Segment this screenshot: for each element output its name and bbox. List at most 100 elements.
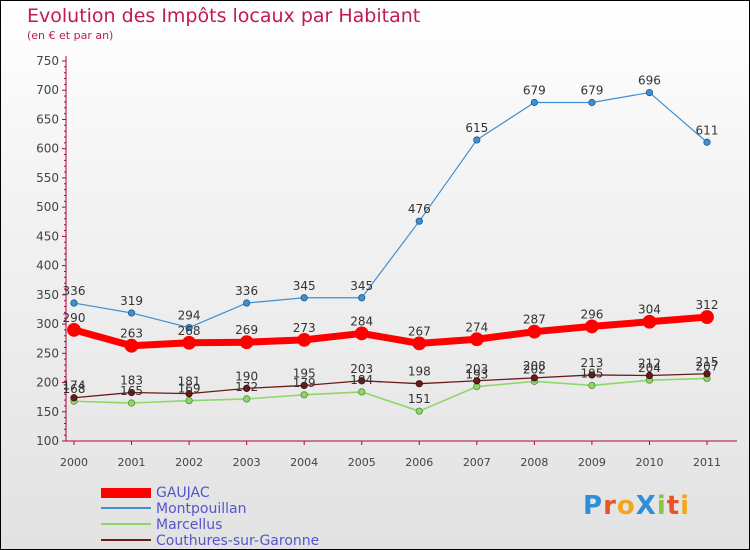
data-point-marcellus bbox=[473, 383, 481, 391]
data-label-couthures: 212 bbox=[638, 357, 661, 371]
data-label-marcellus: 179 bbox=[293, 376, 316, 390]
data-label-montpouillan: 679 bbox=[523, 84, 546, 98]
y-tick-label: 350 bbox=[36, 288, 59, 302]
x-tick-label: 2004 bbox=[290, 456, 318, 469]
data-point-montpouillan bbox=[530, 98, 538, 107]
data-point-marcellus bbox=[415, 407, 423, 415]
x-tick-label: 2008 bbox=[520, 456, 548, 469]
data-point-couthures bbox=[127, 388, 136, 397]
data-label-couthures: 198 bbox=[408, 365, 431, 379]
legend-item-montpouillan: Montpouillan bbox=[101, 501, 401, 517]
legend-label-gaujac: GAUJAC bbox=[156, 485, 210, 501]
data-point-gaujac bbox=[67, 323, 81, 337]
data-label-gaujac: 287 bbox=[523, 313, 546, 327]
y-tick-label: 600 bbox=[36, 142, 59, 156]
logo-letter: t bbox=[666, 491, 681, 521]
data-label-marcellus: 169 bbox=[178, 382, 201, 396]
x-tick-label: 2000 bbox=[60, 456, 88, 469]
data-label-marcellus: 168 bbox=[63, 382, 86, 396]
data-label-gaujac: 267 bbox=[408, 324, 431, 338]
series-line-gaujac bbox=[73, 313, 708, 350]
x-tick-label: 2002 bbox=[175, 456, 203, 469]
data-point-couthures bbox=[300, 381, 308, 390]
x-tick-label: 2001 bbox=[118, 456, 146, 469]
data-label-montpouillan: 476 bbox=[408, 202, 431, 216]
data-label-montpouillan: 336 bbox=[63, 284, 86, 298]
y-tick-label: 300 bbox=[36, 317, 59, 331]
data-point-montpouillan bbox=[703, 138, 711, 146]
x-tick-label: 2009 bbox=[578, 456, 606, 469]
data-label-montpouillan: 345 bbox=[350, 279, 373, 293]
y-tick-label: 200 bbox=[36, 376, 59, 390]
logo-letter: r bbox=[603, 491, 617, 521]
data-label-couthures: 174 bbox=[63, 379, 86, 393]
data-label-couthures: 203 bbox=[350, 362, 373, 376]
data-point-marcellus bbox=[243, 395, 251, 403]
data-label-couthures: 213 bbox=[580, 356, 603, 370]
data-point-gaujac bbox=[700, 310, 714, 324]
data-label-marcellus: 195 bbox=[580, 366, 603, 380]
legend-swatch-couthures bbox=[101, 539, 151, 541]
y-tick-label: 650 bbox=[36, 112, 59, 126]
data-label-montpouillan: 336 bbox=[235, 284, 258, 298]
data-point-montpouillan bbox=[300, 294, 308, 302]
data-point-gaujac bbox=[297, 332, 312, 347]
data-point-marcellus bbox=[127, 399, 136, 407]
legend-label-montpouillan: Montpouillan bbox=[156, 501, 247, 517]
data-label-gaujac: 284 bbox=[350, 314, 373, 328]
data-point-marcellus bbox=[588, 381, 596, 390]
data-point-montpouillan bbox=[358, 294, 366, 302]
data-point-couthures bbox=[70, 394, 78, 402]
data-label-marcellus: 204 bbox=[638, 361, 661, 375]
logo-letter: o bbox=[616, 491, 636, 521]
data-label-montpouillan: 319 bbox=[120, 294, 143, 308]
data-label-montpouillan: 615 bbox=[465, 121, 488, 135]
data-point-marcellus bbox=[185, 397, 193, 405]
y-tick-label: 550 bbox=[36, 171, 59, 185]
data-point-gaujac bbox=[527, 324, 542, 339]
data-label-couthures: 208 bbox=[523, 359, 546, 373]
chart-title: Evolution des Impôts locaux par Habitant bbox=[27, 5, 421, 27]
chart-subtitle: (en € et par an) bbox=[27, 29, 114, 42]
data-label-marcellus: 207 bbox=[696, 359, 719, 373]
data-label-couthures: 215 bbox=[696, 355, 719, 369]
data-point-montpouillan bbox=[243, 299, 251, 307]
data-point-couthures bbox=[473, 377, 481, 385]
legend-label-couthures: Couthures-sur-Garonne bbox=[156, 533, 320, 549]
y-tick-label: 450 bbox=[36, 229, 59, 243]
data-label-gaujac: 312 bbox=[696, 298, 719, 312]
x-tick-label: 2011 bbox=[693, 456, 721, 469]
data-label-gaujac: 304 bbox=[638, 303, 661, 317]
logo-letter: i bbox=[680, 491, 691, 521]
data-label-marcellus: 151 bbox=[408, 392, 431, 406]
data-label-gaujac: 263 bbox=[120, 327, 143, 341]
data-point-montpouillan bbox=[127, 309, 136, 317]
legend-item-couthures: Couthures-sur-Garonne bbox=[101, 533, 401, 549]
data-label-marcellus: 193 bbox=[465, 368, 488, 382]
x-tick-label: 2007 bbox=[463, 456, 491, 469]
data-point-couthures bbox=[185, 390, 193, 398]
data-label-marcellus: 184 bbox=[350, 373, 373, 387]
data-point-montpouillan bbox=[415, 217, 423, 225]
data-point-gaujac bbox=[124, 338, 139, 353]
y-tick-label: 700 bbox=[36, 83, 59, 97]
data-label-marcellus: 172 bbox=[235, 380, 258, 394]
data-label-marcellus: 165 bbox=[120, 384, 143, 398]
data-label-gaujac: 268 bbox=[178, 324, 201, 338]
data-label-gaujac: 269 bbox=[235, 323, 258, 337]
data-label-gaujac: 273 bbox=[293, 321, 316, 335]
data-point-couthures bbox=[645, 371, 654, 380]
data-point-marcellus bbox=[358, 388, 366, 396]
data-point-gaujac bbox=[354, 326, 369, 341]
data-point-montpouillan bbox=[70, 299, 78, 307]
y-tick-label: 100 bbox=[36, 434, 59, 448]
logo-letter: i bbox=[656, 491, 667, 521]
data-label-montpouillan: 345 bbox=[293, 279, 316, 293]
legend-label-marcellus: Marcellus bbox=[156, 517, 223, 533]
y-tick-label: 150 bbox=[36, 405, 59, 419]
data-point-gaujac bbox=[239, 335, 254, 350]
data-label-couthures: 190 bbox=[235, 369, 258, 383]
data-label-montpouillan: 294 bbox=[178, 309, 201, 323]
legend-swatch-gaujac bbox=[101, 488, 151, 498]
